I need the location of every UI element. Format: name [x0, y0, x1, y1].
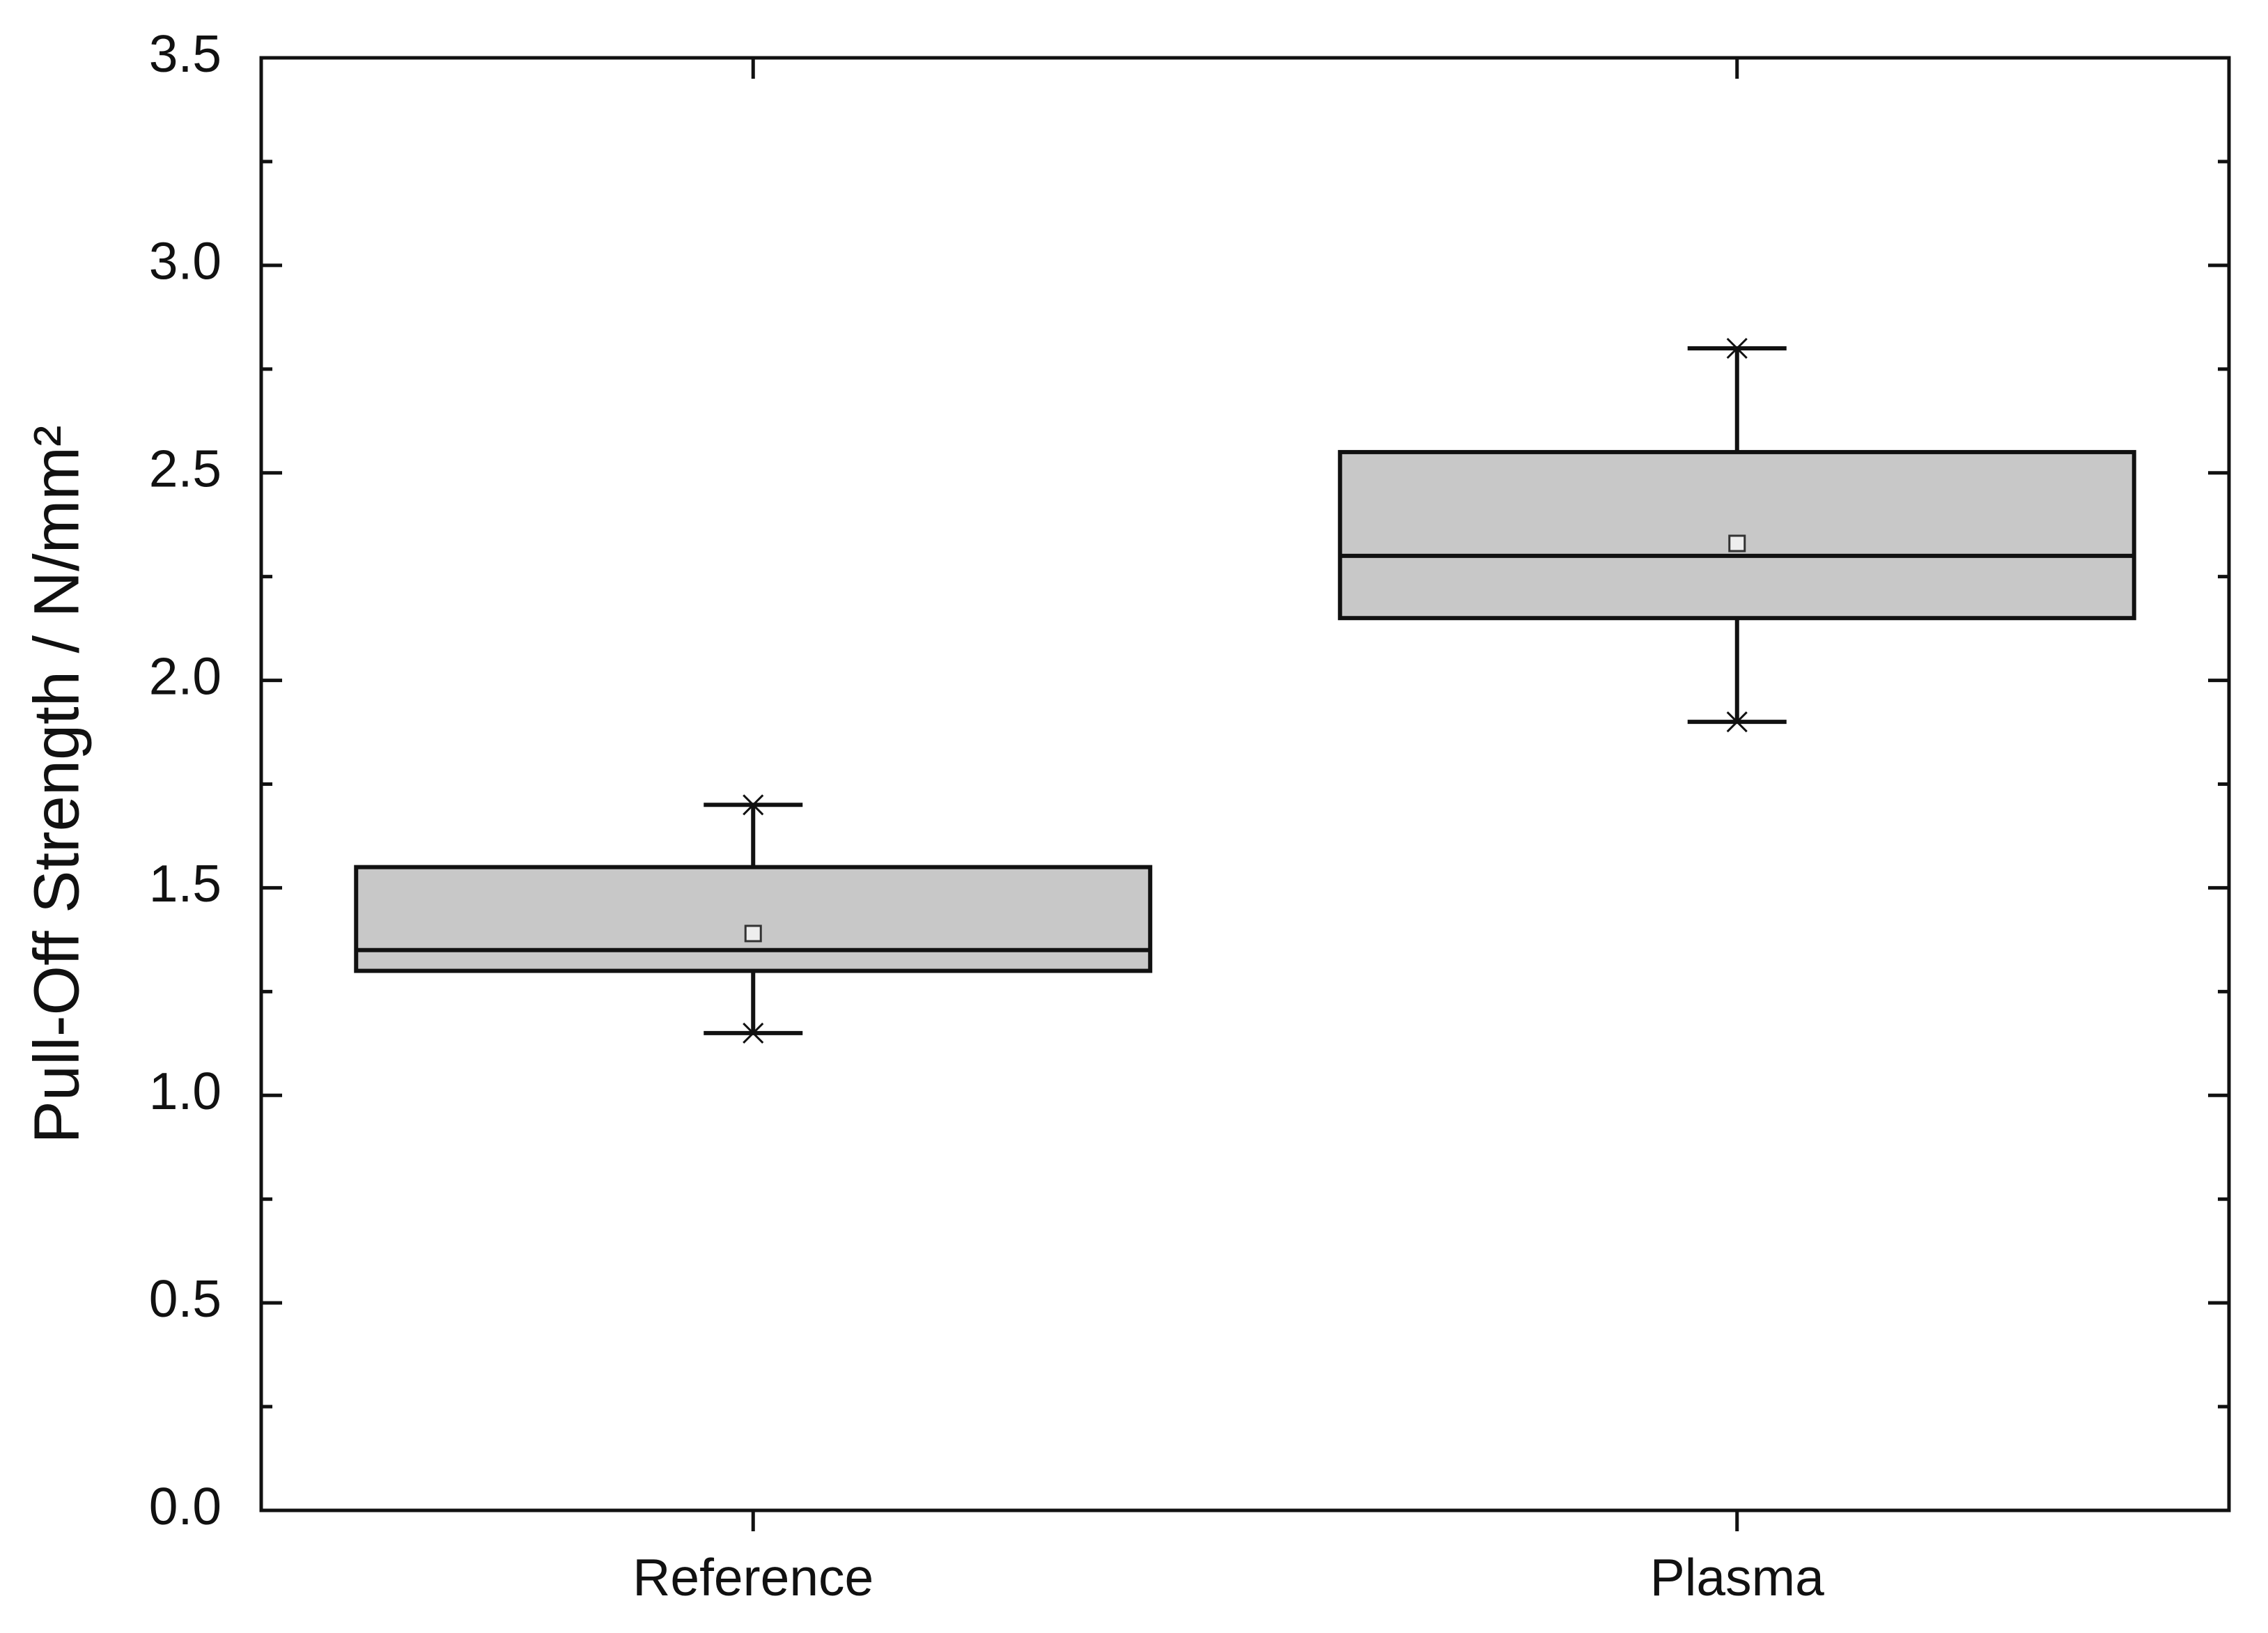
- y-tick-label: 0.0: [149, 1477, 222, 1535]
- y-tick-label: 1.0: [149, 1062, 222, 1120]
- mean-marker: [744, 924, 762, 943]
- y-tick-label: 2.0: [149, 647, 222, 705]
- y-tick-label: 3.5: [149, 24, 222, 83]
- x-tick-label: Plasma: [1650, 1548, 1824, 1607]
- extreme-marker: [743, 1022, 764, 1044]
- y-tick-label: 0.5: [149, 1269, 222, 1328]
- extreme-marker: [1726, 337, 1748, 359]
- y-tick-label: 3.0: [149, 232, 222, 291]
- x-tick-label: Reference: [632, 1548, 873, 1607]
- extreme-marker: [1726, 711, 1748, 733]
- mean-marker: [1728, 534, 1746, 552]
- box: [354, 865, 1153, 973]
- y-tick-label: 1.5: [149, 854, 222, 913]
- y-axis-label: Pull-Off Strength / N/mm²: [21, 425, 92, 1143]
- extreme-marker: [743, 794, 764, 816]
- y-tick-label: 2.5: [149, 440, 222, 498]
- plot-frame: [259, 56, 2231, 1512]
